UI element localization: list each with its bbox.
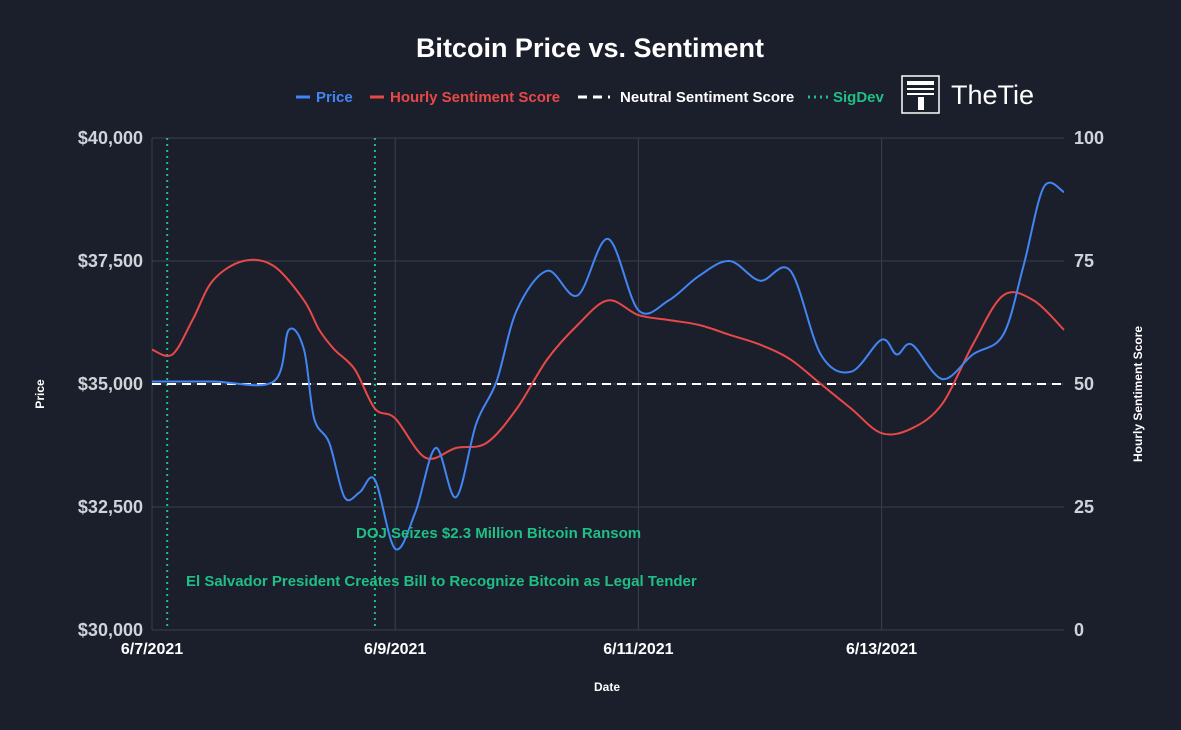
price-series: [152, 181, 1065, 551]
x-tick-label: 6/7/2021: [121, 641, 183, 658]
y2-axis-title: Hourly Sentiment Score: [1131, 326, 1145, 462]
legend-item-price[interactable]: Price: [296, 89, 353, 106]
sigdev-annotation: El Salvador President Creates Bill to Re…: [186, 573, 697, 590]
y-axis-title: Price: [33, 379, 47, 409]
legend-label-sigdev: SigDev: [833, 89, 885, 106]
y-tick-label: $32,500: [78, 497, 143, 517]
x-tick-label: 6/9/2021: [364, 641, 426, 658]
legend: Price Hourly Sentiment Score Neutral Sen…: [296, 89, 885, 106]
logo-mark-icon: [901, 75, 940, 114]
x-axis-title: Date: [594, 680, 620, 694]
sentiment-line: [151, 258, 1065, 460]
y-tick-label: $37,500: [78, 251, 143, 271]
y2-tick-label: 100: [1074, 128, 1104, 148]
chart-title: Bitcoin Price vs. Sentiment: [416, 33, 764, 63]
y2-tick-label: 25: [1074, 497, 1094, 517]
logo-text: TheTie: [951, 80, 1034, 110]
y-tick-label: $40,000: [78, 128, 143, 148]
y-tick-label: $35,000: [78, 374, 143, 394]
y2-tick-label: 50: [1074, 374, 1094, 394]
y2-tick-label: 0: [1074, 620, 1084, 640]
legend-item-sigdev[interactable]: SigDev: [808, 89, 885, 106]
y-tick-label: $30,000: [78, 620, 143, 640]
legend-item-sentiment[interactable]: Hourly Sentiment Score: [370, 89, 560, 106]
sigdev-annotations: El Salvador President Creates Bill to Re…: [186, 525, 697, 590]
legend-label-sentiment: Hourly Sentiment Score: [390, 89, 560, 106]
x-tick-label: 6/13/2021: [846, 641, 917, 658]
y2-tick-label: 75: [1074, 251, 1094, 271]
sentiment-series: [151, 258, 1065, 460]
legend-item-neutral[interactable]: Neutral Sentiment Score: [578, 89, 794, 106]
axes: $30,000 $32,500 $35,000 $37,500 $40,000 0 25 50…: [78, 128, 1104, 658]
legend-label-neutral: Neutral Sentiment Score: [620, 89, 794, 106]
sigdev-annotation: DOJ Seizes $2.3 Million Bitcoin Ransom: [356, 525, 641, 542]
legend-label-price: Price: [316, 89, 353, 106]
price-line: [152, 181, 1065, 551]
x-tick-label: 6/11/2021: [603, 641, 673, 658]
thetie-logo: TheTie: [901, 75, 1034, 114]
